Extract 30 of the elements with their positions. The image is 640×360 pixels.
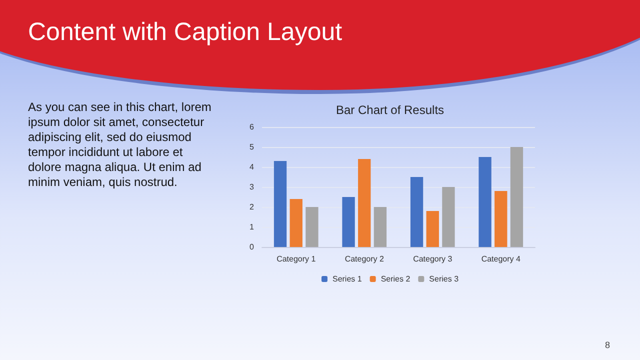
y-tick-label: 4 xyxy=(250,162,255,172)
x-tick-label: Category 4 xyxy=(481,254,521,264)
legend-label: Series 3 xyxy=(429,274,460,284)
y-tick-label: 6 xyxy=(250,122,255,132)
bar xyxy=(274,161,287,247)
legend-label: Series 2 xyxy=(380,274,411,284)
bar xyxy=(306,207,318,247)
text: As you can see in this chart, lorem ipsum dolor sit amet, consectetur adipiscing elit, sed do eiusmod tempor incididunt ut labore et dolore magna aliqua. Ut enim ad minim veniam, quis nostrud. xyxy=(28,100,212,190)
bar xyxy=(442,187,455,247)
y-tick-label: 0 xyxy=(250,242,255,252)
x-tick-label: Category 2 xyxy=(344,254,384,264)
bar xyxy=(426,211,439,247)
y-tick-label: 3 xyxy=(250,182,255,192)
bar xyxy=(374,207,387,247)
x-tick-label: Category 1 xyxy=(276,254,316,264)
chart-title: Bar Chart of Results xyxy=(336,103,444,117)
text: Content with Caption Layout xyxy=(28,18,342,47)
y-tick-label: 2 xyxy=(250,202,255,212)
bar xyxy=(358,159,371,247)
bar xyxy=(290,199,302,247)
bar xyxy=(510,147,524,247)
text: 8 xyxy=(605,340,610,350)
bar xyxy=(342,197,355,247)
legend-label: Series 1 xyxy=(332,274,362,284)
bar xyxy=(478,157,492,247)
y-tick-label: 5 xyxy=(250,142,255,152)
bar xyxy=(410,177,424,247)
x-tick-label: Category 3 xyxy=(413,254,453,264)
y-tick-label: 1 xyxy=(250,222,255,232)
bar xyxy=(494,191,508,247)
